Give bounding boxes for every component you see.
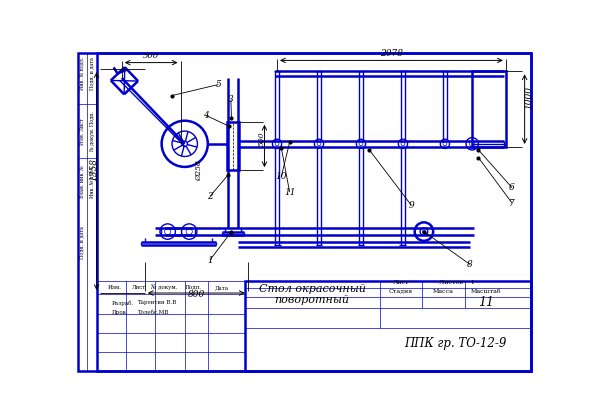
Bar	[227, 122, 239, 170]
Text: Подп. и дата: Подп. и дата	[90, 57, 95, 90]
Text: Масштаб: Масштаб	[471, 289, 501, 294]
Text: поворотный: поворотный	[274, 295, 350, 305]
Text: 5: 5	[216, 80, 221, 89]
Text: 3: 3	[228, 95, 234, 105]
Text: Стол окрасочный: Стол окрасочный	[259, 284, 365, 294]
Text: 2078: 2078	[380, 49, 403, 58]
Text: Листов    1: Листов 1	[439, 281, 475, 286]
Text: 6: 6	[509, 183, 515, 192]
Text: 8: 8	[467, 260, 473, 269]
Text: 9: 9	[409, 201, 414, 210]
Text: 1358: 1358	[89, 158, 98, 181]
Text: 10: 10	[276, 172, 287, 181]
Text: Изм. Лист: Изм. Лист	[80, 118, 85, 144]
Text: Дата: Дата	[215, 285, 229, 290]
Text: Лист: Лист	[393, 281, 409, 286]
Text: 1000: 1000	[524, 86, 533, 109]
Text: 1: 1	[207, 256, 213, 265]
Text: Изм.: Изм.	[108, 285, 121, 290]
Bar	[97, 281, 245, 371]
Text: Взам. инв. №: Взам. инв. №	[80, 165, 85, 198]
Bar	[472, 71, 505, 147]
Bar	[245, 281, 531, 371]
Text: ППК гр. ТО-12-9: ППК гр. ТО-12-9	[404, 336, 507, 349]
Text: Ø258: Ø258	[195, 160, 203, 181]
Text: Стадия: Стадия	[388, 289, 413, 294]
Text: 7: 7	[509, 199, 515, 207]
Text: Подп.: Подп.	[185, 285, 202, 290]
Text: Разраб.: Разраб.	[112, 300, 134, 306]
Text: 11: 11	[478, 297, 494, 310]
Text: 11: 11	[284, 188, 295, 197]
Text: № докум.: № докум.	[151, 285, 178, 291]
Text: 2: 2	[207, 192, 213, 201]
Text: 500: 500	[257, 131, 266, 146]
Text: Масса: Масса	[432, 289, 453, 294]
Text: Толебс.МВ: Толебс.МВ	[137, 310, 169, 315]
Text: Пров.: Пров.	[112, 310, 128, 315]
Text: № докум. Подп.: № докум. Подп.	[90, 111, 95, 151]
Text: Лист: Лист	[132, 285, 146, 290]
Text: Подп. и дата: Подп. и дата	[80, 226, 85, 259]
Text: 500: 500	[143, 52, 159, 60]
Text: 4: 4	[203, 111, 208, 120]
Text: Инв. № дубл.: Инв. № дубл.	[90, 165, 96, 198]
Text: Инв. № подл.: Инв. № подл.	[80, 57, 85, 90]
Text: 800: 800	[188, 290, 205, 299]
Text: Тарентин В.В: Тарентин В.В	[137, 300, 176, 305]
